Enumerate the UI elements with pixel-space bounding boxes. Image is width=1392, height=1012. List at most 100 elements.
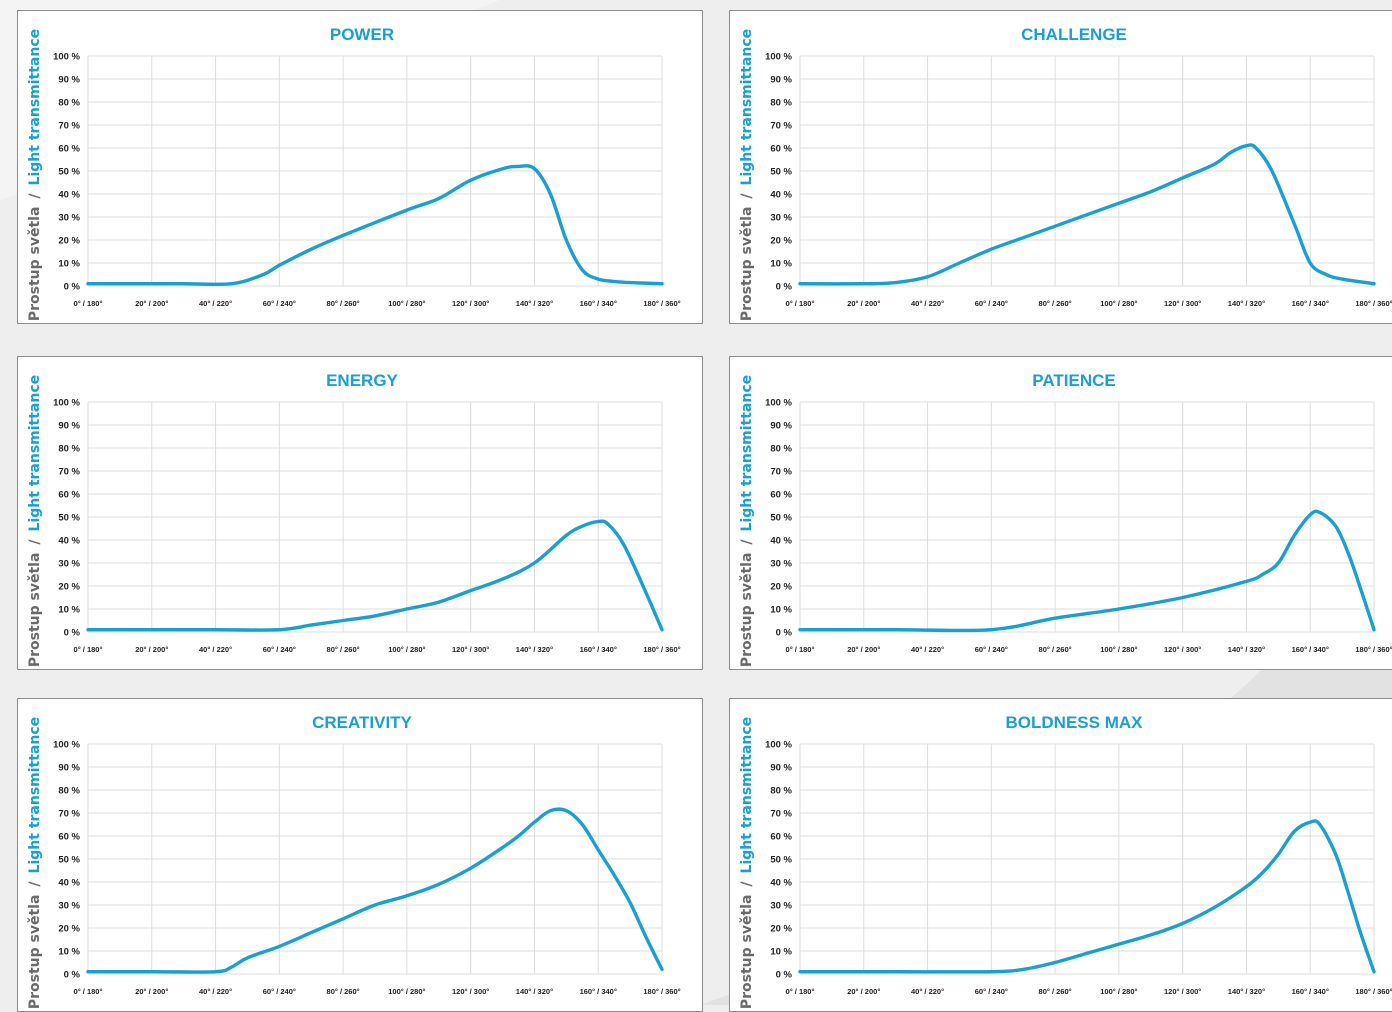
y-tick-label: 60 % [58,144,80,155]
y-tick-label: 100 % [53,740,80,751]
chart-svg: POWER Prostup světla / Light transmittance 1… [27,25,681,322]
y-tick-label: 70 % [58,121,80,132]
y-tick-label: 0 % [776,628,793,639]
x-tick-label: 140° / 320° [516,987,553,996]
y-tick-label: 80 % [58,98,80,109]
y-tick-label: 70 % [770,121,792,132]
y-tick-label: 60 % [770,832,792,843]
x-tick-label: 80° / 260° [1039,987,1072,996]
y-tick-label: 10 % [770,947,792,958]
y-axis-label-separator: / [739,881,755,887]
x-tick-label: 0° / 180° [74,987,103,996]
y-tick-label: 0 % [64,282,81,293]
x-tick-label: 120° / 300° [1164,645,1201,654]
series-line [798,819,1376,974]
x-tick-label: 0° / 180° [74,299,103,308]
y-tick-label: 20 % [770,924,792,935]
x-tick-label: 20° / 200° [135,987,168,996]
y-tick-label: 40 % [58,190,80,201]
y-tick-label: 0 % [64,628,81,639]
x-tick-label: 100° / 280° [1100,299,1137,308]
y-tick-label: 30 % [770,901,792,912]
y-axis-label-czech: Prostup světla [739,207,755,322]
x-tick-label: 180° / 360° [643,645,680,654]
y-tick-label: 80 % [58,444,80,455]
y-tick-label: 80 % [770,98,792,109]
y-axis-label-czech: Prostup světla [739,895,755,1010]
y-tick-label: 70 % [770,809,792,820]
chart-title: PATIENCE [1032,371,1115,390]
x-tick-label: 160° / 340° [1292,987,1329,996]
x-tick-label: 160° / 340° [580,987,617,996]
y-tick-label: 60 % [58,832,80,843]
y-tick-label: 90 % [770,421,792,432]
x-tick-label: 180° / 360° [643,299,680,308]
x-tick-label: 60° / 240° [975,645,1008,654]
x-tick-label: 160° / 340° [580,299,617,308]
y-tick-label: 50 % [58,167,80,178]
y-tick-label: 90 % [770,75,792,86]
y-tick-label: 0 % [776,970,793,981]
x-tick-label: 100° / 280° [388,987,425,996]
y-axis-label-separator: / [27,881,43,887]
y-tick-label: 90 % [58,763,80,774]
y-axis-label-czech: Prostup světla [27,207,43,322]
y-tick-label: 30 % [770,559,792,570]
chart-panel-power: POWER Prostup světla / Light transmittance 1… [17,10,703,324]
x-tick-label: 60° / 240° [263,299,296,308]
x-tick-label: 40° / 220° [199,299,232,308]
y-tick-label: 30 % [58,901,80,912]
y-tick-label: 40 % [58,878,80,889]
x-tick-label: 180° / 360° [1355,299,1392,308]
y-tick-label: 10 % [58,947,80,958]
x-tick-label: 140° / 320° [1228,987,1265,996]
x-tick-label: 80° / 260° [1039,299,1072,308]
chart-title: CHALLENGE [1021,25,1127,44]
y-tick-label: 50 % [770,167,792,178]
series-line [86,164,664,287]
chart-title: BOLDNESS MAX [1006,713,1144,732]
y-tick-label: 90 % [58,421,80,432]
x-tick-label: 160° / 340° [1292,299,1329,308]
y-axis-label-english: Light transmittance [27,29,43,186]
x-tick-label: 80° / 260° [327,987,360,996]
y-axis-label: Prostup světla / Light transmittance [739,29,755,321]
y-tick-label: 30 % [58,213,80,224]
y-tick-label: 50 % [58,855,80,866]
chart-title: POWER [330,25,394,44]
y-tick-label: 70 % [770,467,792,478]
x-tick-label: 20° / 200° [135,299,168,308]
x-tick-label: 160° / 340° [1292,645,1329,654]
x-tick-label: 60° / 240° [975,299,1008,308]
x-tick-label: 60° / 240° [263,987,296,996]
x-tick-label: 80° / 260° [1039,645,1072,654]
y-tick-label: 40 % [58,536,80,547]
y-axis-label: Prostup světla / Light transmittance [739,717,755,1009]
chart-title: CREATIVITY [312,713,412,732]
y-tick-label: 100 % [765,398,792,409]
x-tick-label: 0° / 180° [786,987,815,996]
x-tick-label: 40° / 220° [911,645,944,654]
y-tick-label: 70 % [58,809,80,820]
y-tick-label: 40 % [770,190,792,201]
y-axis-label-separator: / [739,193,755,199]
chart-panel-patience: PATIENCE Prostup světla / Light transmittan… [729,356,1392,670]
x-tick-label: 40° / 220° [199,987,232,996]
y-tick-label: 10 % [770,259,792,270]
chart-svg: CREATIVITY Prostup světla / Light transmitt… [27,713,681,1010]
y-axis-label-separator: / [27,193,43,199]
x-tick-label: 160° / 340° [580,645,617,654]
x-tick-label: 20° / 200° [847,645,880,654]
y-axis-label-czech: Prostup světla [27,895,43,1010]
x-tick-label: 60° / 240° [975,987,1008,996]
x-tick-label: 120° / 300° [452,299,489,308]
y-axis-label-english: Light transmittance [739,29,755,186]
y-axis-label-english: Light transmittance [739,717,755,874]
y-tick-label: 10 % [58,605,80,616]
x-tick-label: 40° / 220° [199,645,232,654]
x-tick-label: 120° / 300° [1164,987,1201,996]
x-tick-label: 20° / 200° [135,645,168,654]
y-tick-label: 80 % [58,786,80,797]
y-tick-label: 0 % [776,282,793,293]
y-axis-label-english: Light transmittance [27,717,43,874]
